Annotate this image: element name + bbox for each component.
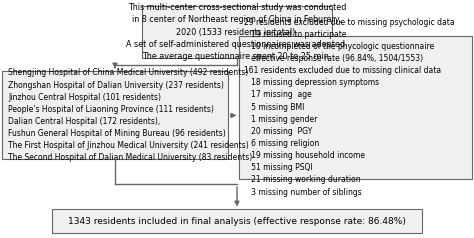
Text: 29 residents excluded due to missing psychologic data
   19 refused to participa: 29 residents excluded due to missing psy…: [244, 18, 455, 197]
Text: 1343 residents included in final analysis (effective response rate: 86.48%): 1343 residents included in final analysi…: [68, 217, 406, 226]
FancyBboxPatch shape: [52, 209, 422, 233]
FancyBboxPatch shape: [142, 6, 332, 58]
FancyBboxPatch shape: [239, 36, 472, 178]
FancyBboxPatch shape: [2, 71, 228, 159]
Text: Shengjing Hospital of China Medical University (492 residents)
Zhongshan Hospita: Shengjing Hospital of China Medical Univ…: [8, 68, 252, 163]
Text: This multi-center cross-sectional study was conducted
in 8 center of Northeast r: This multi-center cross-sectional study …: [126, 3, 348, 61]
